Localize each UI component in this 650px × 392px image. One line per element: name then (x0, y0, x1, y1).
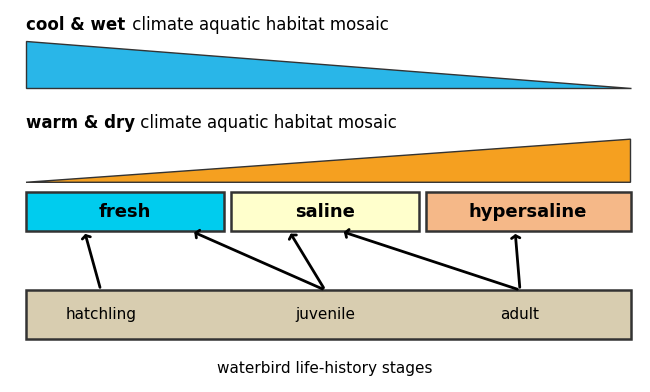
Polygon shape (26, 139, 630, 182)
Bar (26, 192, 224, 231)
Polygon shape (26, 41, 630, 88)
Text: saline: saline (295, 203, 355, 221)
Text: hatchling: hatchling (65, 307, 136, 322)
Bar (26, 290, 630, 339)
Text: warm & dry: warm & dry (26, 114, 135, 132)
Text: climate aquatic habitat mosaic: climate aquatic habitat mosaic (127, 16, 389, 34)
Text: climate aquatic habitat mosaic: climate aquatic habitat mosaic (135, 114, 397, 132)
Text: hypersaline: hypersaline (469, 203, 588, 221)
Bar (231, 192, 419, 231)
Text: juvenile: juvenile (295, 307, 355, 322)
Bar (426, 192, 630, 231)
Text: adult: adult (500, 307, 540, 322)
Text: waterbird life-history stages: waterbird life-history stages (217, 361, 433, 376)
Text: fresh: fresh (99, 203, 151, 221)
Text: cool & wet: cool & wet (26, 16, 125, 34)
